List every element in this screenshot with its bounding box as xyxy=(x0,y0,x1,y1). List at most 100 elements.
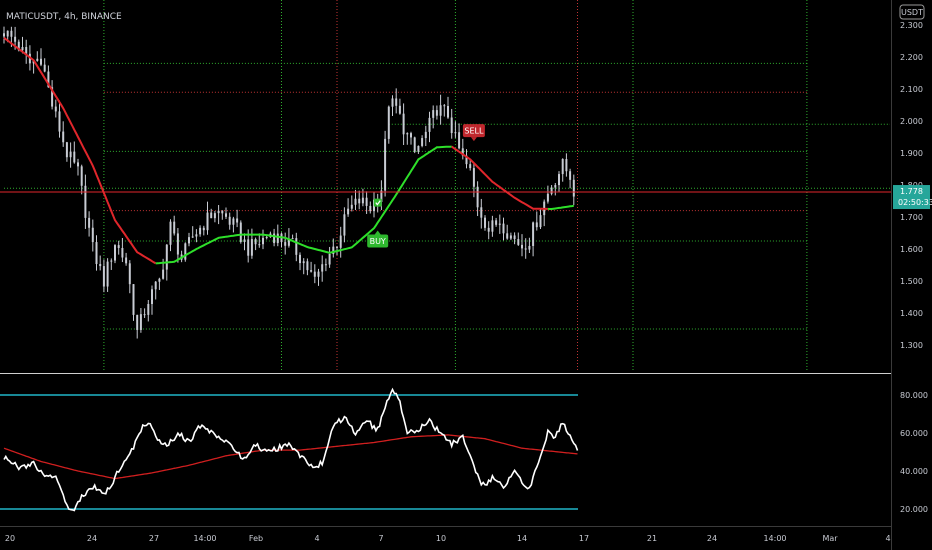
candle-body-59 xyxy=(221,210,224,214)
level-lines xyxy=(4,0,890,370)
check-icon xyxy=(375,200,381,206)
candle-body-132 xyxy=(491,220,494,232)
candle-body-12 xyxy=(47,71,50,88)
candle-body-148 xyxy=(550,187,553,194)
candle-body-130 xyxy=(484,217,486,228)
time-tick-label-8: 14 xyxy=(517,534,527,543)
candle-body-19 xyxy=(73,151,76,163)
candle-body-107 xyxy=(398,105,401,114)
candle-body-15 xyxy=(58,111,61,132)
candle-body-152 xyxy=(565,159,568,172)
candle-body-56 xyxy=(210,212,213,219)
oscillator-axis[interactable]: 80.000 60.000 40.000 20.000 xyxy=(900,391,928,514)
candle-body-138 xyxy=(513,235,516,240)
ma-segment-up-2 xyxy=(547,204,574,210)
candle-body-0 xyxy=(3,33,5,37)
candle-body-131 xyxy=(487,227,490,232)
candle-body-30 xyxy=(114,245,116,261)
candle-body-31 xyxy=(117,245,120,248)
time-tick-label-4: Feb xyxy=(249,534,263,543)
candle-body-153 xyxy=(569,171,572,180)
osc-tick-label-3: 20.000 xyxy=(900,505,928,514)
candle-body-122 xyxy=(454,132,457,134)
price-tick-label-9: 1.400 xyxy=(900,309,923,318)
price-tick-label-3: 2.000 xyxy=(900,117,923,126)
currency-label: USDT xyxy=(901,8,923,17)
price-tick-label-2: 2.100 xyxy=(900,85,923,94)
candle-body-99 xyxy=(369,205,372,212)
symbol-title: MATICUSDT, 4h, BINANCE xyxy=(6,12,122,22)
candle-body-109 xyxy=(406,133,409,135)
last-price-value: 1.778 xyxy=(900,187,923,196)
candle-body-150 xyxy=(558,174,560,186)
candle-body-57 xyxy=(213,213,216,219)
signal-buy-label: BUY xyxy=(370,237,386,246)
signal-buy-box xyxy=(367,234,389,248)
oscillator-pane xyxy=(0,387,579,512)
candle-body-121 xyxy=(450,117,453,134)
price-candles xyxy=(3,26,575,339)
candle-body-143 xyxy=(532,222,535,246)
signal-sell-label: SELL xyxy=(464,127,484,136)
time-tick-label-0: 20 xyxy=(5,534,15,543)
candle-body-1 xyxy=(6,30,9,37)
candle-body-103 xyxy=(384,138,387,191)
candle-body-32 xyxy=(121,247,124,258)
candle-body-118 xyxy=(439,105,442,116)
candle-body-87 xyxy=(324,264,327,266)
candle-body-125 xyxy=(465,155,468,165)
candle-body-98 xyxy=(365,197,368,206)
candle-body-28 xyxy=(106,261,109,287)
candle-body-115 xyxy=(428,117,431,132)
price-tick-label-10: 1.300 xyxy=(900,341,923,350)
candle-body-81 xyxy=(302,261,305,264)
candle-body-37 xyxy=(139,314,142,330)
candle-body-89 xyxy=(332,246,335,254)
candle-body-149 xyxy=(554,185,557,188)
candle-body-65 xyxy=(243,239,246,242)
time-axis[interactable]: 20 24 27 14:00 Feb 4 7 10 14 17 21 24 14:00 Mar 4 xyxy=(5,534,891,543)
candle-body-96 xyxy=(358,198,361,204)
candle-body-106 xyxy=(395,98,398,106)
candle-body-35 xyxy=(132,284,135,315)
candle-body-110 xyxy=(410,133,412,138)
candle-body-95 xyxy=(354,198,357,205)
candle-body-66 xyxy=(247,239,250,256)
candle-body-112 xyxy=(417,145,420,152)
currency-badge[interactable]: USDT xyxy=(899,4,925,20)
candle-body-43 xyxy=(162,269,165,279)
time-tick-label-2: 27 xyxy=(149,534,159,543)
time-tick-label-7: 10 xyxy=(436,534,446,543)
candle-body-52 xyxy=(195,234,198,237)
candle-body-49 xyxy=(184,243,187,260)
currency-badge-frame xyxy=(899,4,925,20)
candle-body-120 xyxy=(447,106,449,118)
candle-body-45 xyxy=(169,221,172,245)
signal-markers: BUY SELL xyxy=(367,124,485,248)
breakout-check-marker xyxy=(373,198,382,207)
candle-body-70 xyxy=(262,237,264,245)
time-tick-label-14: 4 xyxy=(885,534,890,543)
time-tick-label-3: 14:00 xyxy=(193,534,216,543)
candle-body-124 xyxy=(461,148,464,156)
candle-body-85 xyxy=(317,271,320,277)
time-tick-label-1: 24 xyxy=(87,534,97,543)
candle-body-34 xyxy=(128,263,131,285)
candle-body-74 xyxy=(276,233,279,244)
candle-body-82 xyxy=(306,261,309,271)
candle-body-151 xyxy=(561,159,564,175)
candle-body-39 xyxy=(147,304,150,315)
candle-body-86 xyxy=(321,264,324,272)
candle-body-88 xyxy=(328,253,331,265)
time-tick-label-11: 24 xyxy=(707,534,717,543)
countdown-timer: 02:50:33 xyxy=(898,198,932,207)
candle-body-113 xyxy=(421,138,424,146)
candle-body-21 xyxy=(80,166,83,186)
candle-body-91 xyxy=(339,235,342,248)
candle-body-17 xyxy=(65,142,68,158)
osc-signal-line xyxy=(3,434,578,480)
osc-main-line xyxy=(3,387,579,512)
candle-body-11 xyxy=(43,64,46,72)
candle-body-44 xyxy=(165,244,168,270)
